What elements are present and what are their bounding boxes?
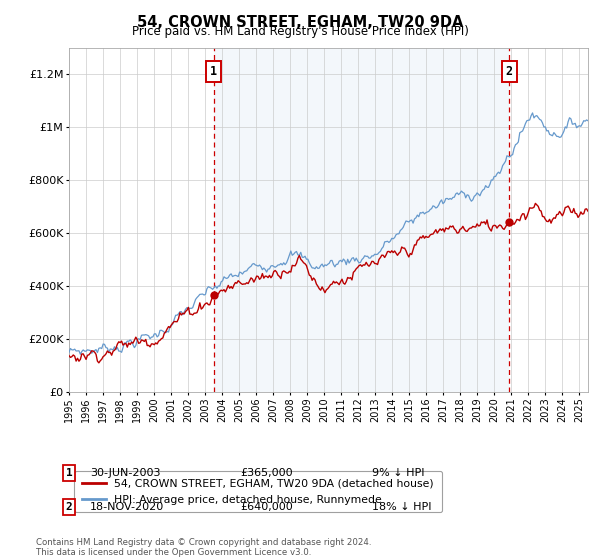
Text: 1: 1: [65, 468, 73, 478]
Text: 18% ↓ HPI: 18% ↓ HPI: [372, 502, 431, 512]
Text: Contains HM Land Registry data © Crown copyright and database right 2024.
This d: Contains HM Land Registry data © Crown c…: [36, 538, 371, 557]
Text: 54, CROWN STREET, EGHAM, TW20 9DA: 54, CROWN STREET, EGHAM, TW20 9DA: [137, 15, 463, 30]
Text: £365,000: £365,000: [240, 468, 293, 478]
Text: £640,000: £640,000: [240, 502, 293, 512]
Text: 9% ↓ HPI: 9% ↓ HPI: [372, 468, 425, 478]
Text: 18-NOV-2020: 18-NOV-2020: [90, 502, 164, 512]
Bar: [214, 48, 509, 392]
Text: 2: 2: [506, 65, 513, 78]
Text: 1: 1: [210, 65, 217, 78]
Text: Price paid vs. HM Land Registry's House Price Index (HPI): Price paid vs. HM Land Registry's House …: [131, 25, 469, 38]
Legend: 54, CROWN STREET, EGHAM, TW20 9DA (detached house), HPI: Average price, detached: 54, CROWN STREET, EGHAM, TW20 9DA (detac…: [74, 471, 442, 512]
Text: 30-JUN-2003: 30-JUN-2003: [90, 468, 161, 478]
Text: 2: 2: [65, 502, 73, 512]
